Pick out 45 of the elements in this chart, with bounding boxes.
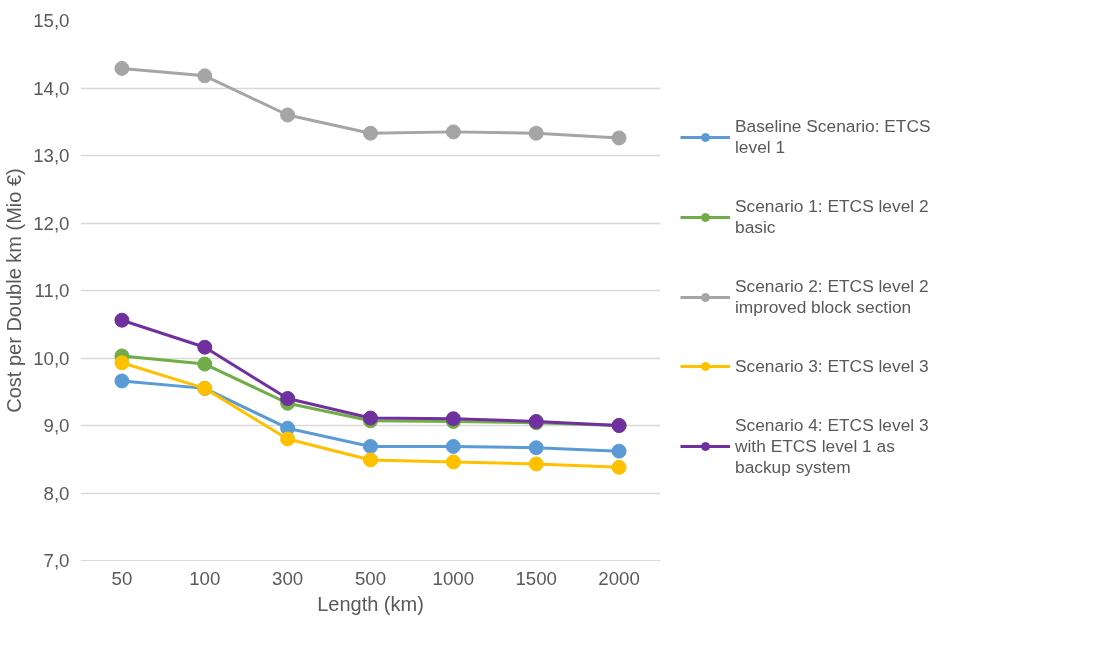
point [114, 60, 130, 76]
y-tick-label: 12,0 [33, 212, 70, 234]
y-tick-label: 7,0 [43, 550, 70, 571]
point [528, 456, 544, 472]
point [280, 107, 296, 123]
y-tick-label: 9,0 [43, 415, 70, 436]
point [114, 355, 130, 371]
point [363, 452, 378, 468]
x-tick-label: 500 [354, 567, 387, 589]
point [197, 356, 213, 372]
point [114, 373, 130, 389]
point [445, 438, 461, 454]
x-tick-label: 300 [272, 567, 304, 589]
point [280, 391, 296, 406]
point [528, 125, 544, 141]
y-tick-label: 15,0 [33, 10, 70, 31]
x-tick-label: 2000 [598, 567, 640, 589]
point [445, 454, 461, 470]
y-tick-label: 11,0 [34, 280, 70, 301]
point [114, 312, 130, 328]
legend-label: Baseline Scenario: ETCS level 1 [735, 115, 931, 158]
x-tick-label: 1000 [432, 567, 475, 589]
point [197, 68, 213, 84]
point [363, 438, 378, 454]
legend-label: Scenario 2: ETCS level 2 improved block section [735, 275, 929, 318]
legend-label: Scenario 1: ETCS level 2 basic [735, 195, 929, 238]
y-tick-label: 10,0 [33, 347, 70, 369]
point [611, 130, 627, 146]
y-axis-title: Cost per Double km (Mio €) [3, 168, 26, 413]
point [611, 443, 627, 459]
point [363, 125, 378, 141]
y-tick-label: 13,0 [33, 145, 70, 166]
legend-label: Scenario 3: ETCS level 3 [735, 355, 929, 377]
x-tick-label: 1500 [515, 567, 557, 589]
x-tick-label: 100 [189, 567, 221, 589]
x-axis-title: Length (km) [317, 592, 424, 615]
point [528, 440, 544, 456]
y-tick-label: 14,0 [33, 77, 70, 99]
y-tick-label: 8,0 [43, 482, 70, 504]
x-tick-label: 50 [111, 567, 133, 589]
legend-label: Scenario 4: ETCS level 3 with ETCS level 1 as backup system [735, 414, 929, 478]
point [611, 459, 627, 475]
point [445, 124, 461, 140]
point [280, 431, 296, 447]
point [197, 339, 213, 355]
